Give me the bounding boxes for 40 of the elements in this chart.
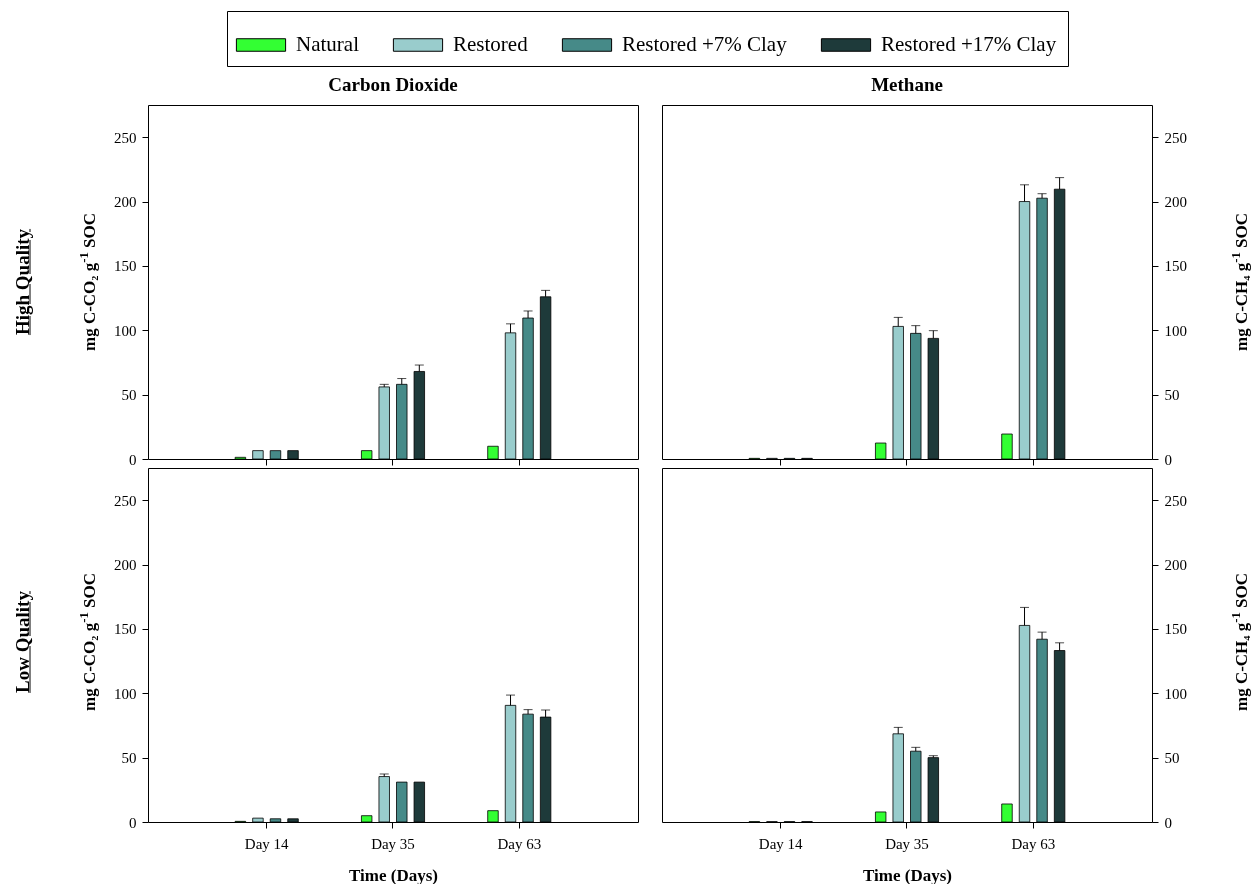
text: High Quality (11, 228, 33, 336)
legend-label: Restored (453, 32, 529, 56)
y2-tick-label: 100 (1164, 685, 1187, 702)
y-tick-label: 100 (114, 685, 137, 702)
y2-tick-label: 0 (1164, 451, 1172, 468)
y2-tick-label: 250 (1164, 129, 1187, 146)
y-tick-label: 50 (121, 387, 137, 404)
x-axis-title: Time (Days) (863, 865, 952, 885)
y-tick-label: 100 (114, 322, 137, 339)
y-tick-label: 250 (114, 492, 137, 509)
x-axis-title: Time (Days) (349, 865, 438, 885)
y-tick-label: 200 (114, 194, 137, 211)
y2-tick-label: 150 (1164, 621, 1187, 638)
x-tick-label: Day 35 (371, 835, 415, 852)
x-tick-label: Day 63 (497, 835, 542, 852)
y2-tick-label: 150 (1164, 258, 1187, 275)
y-tick-label: 0 (129, 451, 137, 468)
chart-title: Methane (871, 74, 943, 95)
y-tick-label: 50 (121, 750, 137, 767)
legend-label: Natural (296, 32, 360, 56)
y2-tick-label: 200 (1164, 557, 1187, 574)
y2-tick-label: 100 (1164, 322, 1187, 339)
legend-label: Restored +17% Clay (881, 32, 1057, 56)
x-tick-label: Day 14 (758, 835, 804, 852)
y2-tick-label: 200 (1164, 194, 1187, 211)
x-tick-label: Day 35 (885, 835, 929, 852)
y2-tick-label: 50 (1164, 750, 1180, 767)
x-tick-label: Day 14 (244, 835, 290, 852)
y-tick-label: 250 (114, 129, 137, 146)
y-tick-label: 0 (129, 814, 137, 831)
x-tick-label: Day 63 (1011, 835, 1056, 852)
y-tick-label: 150 (114, 621, 137, 638)
y2-tick-label: 0 (1164, 814, 1172, 831)
y-tick-label: 200 (114, 557, 137, 574)
chart-title: Carbon Dioxide (328, 74, 458, 95)
y2-tick-label: 250 (1164, 492, 1187, 509)
legend-label: Restored +7% Clay (622, 32, 788, 56)
y2-tick-label: 50 (1164, 387, 1180, 404)
y-tick-label: 150 (114, 258, 137, 275)
text: Low Quality (11, 591, 33, 693)
